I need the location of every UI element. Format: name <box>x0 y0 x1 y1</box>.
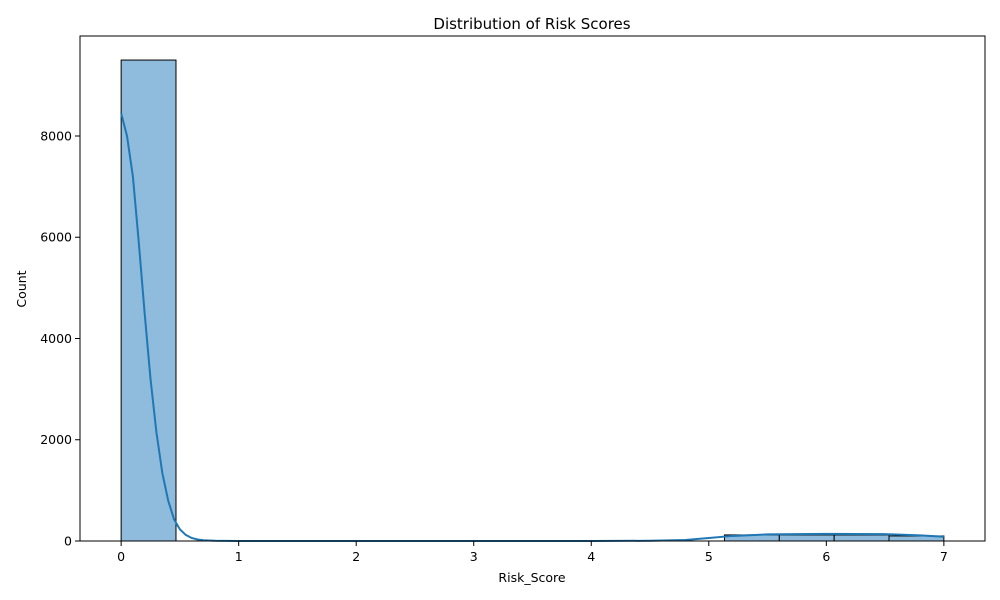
y-tick-label: 8000 <box>40 128 72 143</box>
x-tick-label: 0 <box>117 549 125 564</box>
kde-curve <box>120 112 944 542</box>
y-tick-label: 4000 <box>40 331 72 346</box>
x-tick-label: 1 <box>235 549 243 564</box>
x-tick-label: 3 <box>470 549 478 564</box>
y-tick-label: 6000 <box>40 230 72 245</box>
y-axis-label: Count <box>14 270 29 307</box>
x-tick-label: 6 <box>822 549 830 564</box>
x-axis-ticks: 0 1 2 3 4 5 6 7 <box>117 541 948 564</box>
y-tick-label: 2000 <box>40 432 72 447</box>
y-axis-ticks: 0 2000 4000 6000 8000 <box>40 128 80 549</box>
histogram-bar <box>778 534 835 542</box>
x-tick-label: 5 <box>705 549 713 564</box>
histogram-bars <box>120 59 945 542</box>
x-tick-label: 4 <box>587 549 595 564</box>
histogram-bar <box>833 534 890 542</box>
histogram-bar <box>120 59 177 542</box>
x-tick-label: 7 <box>940 549 948 564</box>
x-axis-label: Risk_Score <box>498 570 565 585</box>
x-tick-label: 2 <box>352 549 360 564</box>
chart-title: Distribution of Risk Scores <box>433 15 630 33</box>
y-tick-label: 0 <box>64 534 72 549</box>
plot-frame <box>79 35 986 542</box>
